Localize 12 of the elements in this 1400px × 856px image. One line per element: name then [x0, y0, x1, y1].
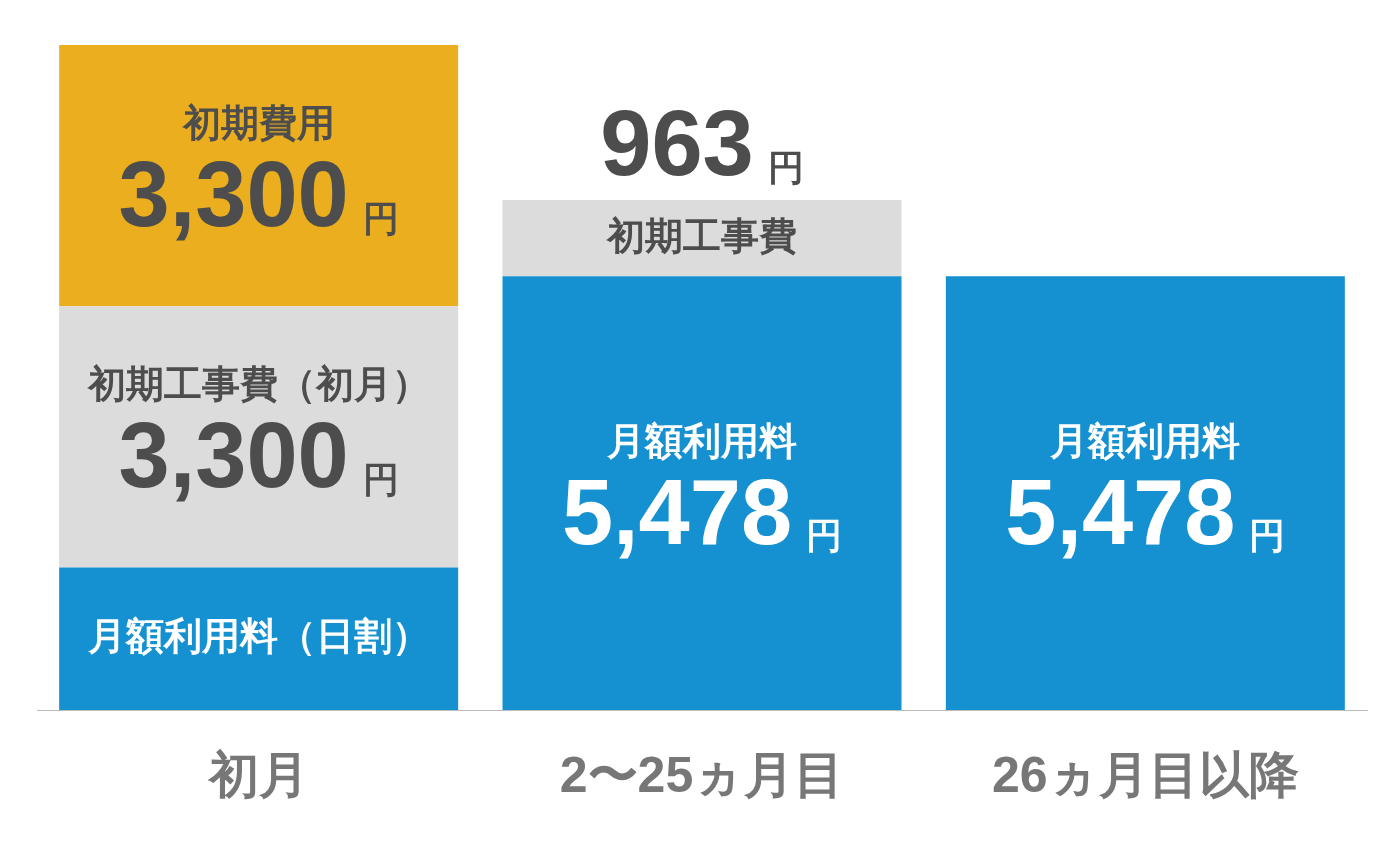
bar [945, 276, 1345, 710]
series-label: 月額利用料 [1049, 419, 1241, 462]
bar [502, 276, 902, 710]
series-label: 初期工事費 [606, 214, 797, 257]
series-label: 月額利用料（日割） [86, 615, 430, 658]
series-label: 初期費用 [181, 102, 335, 145]
x-tick-label: 初月 [206, 746, 309, 803]
text: 月額利用料 [607, 419, 797, 462]
series-label: 初期工事費（初月） [86, 363, 430, 406]
x-tick-label: 2〜25ヵ月目 [559, 746, 845, 803]
bar [59, 567, 459, 710]
x-tick-label: 26ヵ月目以降 [992, 746, 1299, 803]
